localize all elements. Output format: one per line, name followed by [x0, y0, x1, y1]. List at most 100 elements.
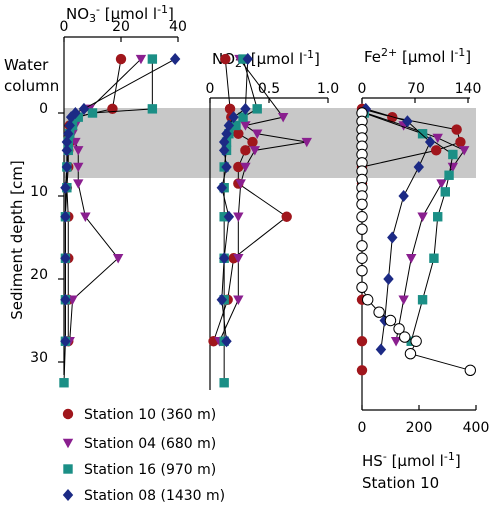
station08-point: [240, 102, 251, 115]
y-tick-label: 0: [39, 101, 48, 117]
hs-point: [404, 348, 417, 360]
station04-point: [432, 133, 443, 144]
hs-point: [356, 211, 368, 223]
station10-point: [451, 124, 462, 135]
station08-point: [228, 111, 239, 124]
x-tick-label: 0: [358, 81, 367, 97]
station08-point: [78, 102, 90, 115]
station16-point: [417, 295, 428, 305]
legend-label: Station 04 (680 m): [84, 436, 216, 452]
legend-marker: [62, 489, 74, 501]
station08-point: [64, 119, 75, 132]
station10-point: [281, 211, 292, 222]
station08-point: [169, 53, 181, 66]
station04-point: [390, 337, 402, 347]
station04-point: [73, 146, 84, 156]
legend-marker-station08: [62, 489, 74, 501]
station16-point: [59, 378, 69, 388]
station04-line: [218, 58, 307, 342]
station04-point: [252, 129, 263, 139]
station08-point: [60, 181, 71, 194]
station08-point: [218, 136, 230, 149]
station04-point: [240, 162, 251, 173]
legend-marker-station10: [62, 408, 74, 420]
station10-point: [220, 53, 231, 65]
station04-point: [249, 146, 261, 156]
x-tick-label: 400: [463, 420, 490, 436]
station08-point: [242, 53, 253, 66]
hs-point: [384, 314, 397, 327]
legend-item-station08: Station 08 (1430 m): [62, 488, 225, 504]
panel4-x-tick-labels: 0 200 400: [358, 420, 490, 436]
station10-point: [115, 53, 127, 65]
y-axis-title: Sediment depth [cm]: [8, 160, 26, 319]
x-tick-label: 20: [112, 19, 130, 35]
station08-point: [216, 181, 227, 194]
hs-point: [464, 364, 476, 376]
x-tick-label: 1.0: [317, 81, 339, 97]
station04-point: [406, 254, 417, 264]
hs-station-label: Station 10: [362, 474, 439, 492]
panel-4-series: [356, 107, 476, 376]
station04-point: [240, 121, 251, 131]
hs-point: [356, 265, 368, 277]
no3-axis-title: NO3- [µmol l-1]: [66, 3, 174, 25]
legend-marker: [62, 408, 74, 420]
station08-point: [383, 273, 394, 285]
station16-point: [87, 108, 98, 118]
station04-line: [69, 58, 142, 342]
station04-point: [277, 112, 289, 123]
station10-point: [247, 136, 258, 148]
legend-item-station10: Station 10 (360 m): [62, 407, 216, 423]
legend-label: Station 16 (970 m): [84, 462, 216, 478]
station10-point: [107, 103, 118, 115]
x-tick-label: 0: [358, 420, 367, 436]
station08-point: [60, 335, 71, 348]
legend-marker: [62, 438, 74, 449]
station08-point: [61, 136, 73, 149]
station10-point: [455, 136, 466, 148]
x-tick-label: 140: [455, 81, 482, 97]
station08-point: [216, 293, 227, 306]
station04-point: [417, 212, 428, 222]
station08-point: [398, 190, 409, 202]
x-tick-label: 70: [407, 81, 425, 97]
panel1-x-tick-labels: 0 20 40: [60, 19, 187, 35]
panel2-x-tick-labels: 0 0.5 1.0: [206, 81, 340, 97]
station08-point: [402, 115, 413, 128]
panel-2-series: [208, 53, 312, 388]
y-tick-labels: 0 10 20 30: [30, 101, 48, 366]
station08-point: [221, 335, 232, 348]
fe-axis-title: Fe2+ [µmol l-1]: [364, 46, 471, 66]
hs-point: [356, 223, 368, 235]
hs-point: [410, 335, 422, 347]
station10-point: [356, 365, 368, 376]
y-tick-label: 20: [30, 267, 48, 283]
hs-point: [356, 198, 368, 211]
station04-point: [398, 295, 409, 305]
station04-point: [135, 54, 147, 65]
station04-point: [447, 162, 459, 173]
hs-point: [356, 281, 368, 293]
hs-point: [356, 252, 368, 264]
tick-marks: [58, 37, 477, 410]
legend-marker: [63, 464, 73, 474]
station16-point: [73, 112, 83, 122]
station08-point: [61, 160, 73, 173]
station04-point: [233, 254, 244, 264]
x-tick-label: 40: [169, 19, 187, 35]
legend-item-station16: Station 16 (970 m): [63, 462, 216, 478]
station08-point: [63, 127, 74, 140]
station16-point: [433, 212, 443, 222]
station08-point: [218, 144, 230, 157]
station08-point: [424, 136, 436, 149]
station08-point: [60, 252, 71, 265]
station04-point: [80, 212, 91, 222]
water-column-label-line1: Water: [4, 56, 49, 74]
station16-point: [440, 187, 450, 197]
legend-label: Station 08 (1430 m): [84, 488, 225, 504]
station10-point: [356, 336, 368, 347]
panel3-x-tick-labels: 0 70 140: [358, 81, 482, 97]
station08-point: [221, 160, 232, 173]
